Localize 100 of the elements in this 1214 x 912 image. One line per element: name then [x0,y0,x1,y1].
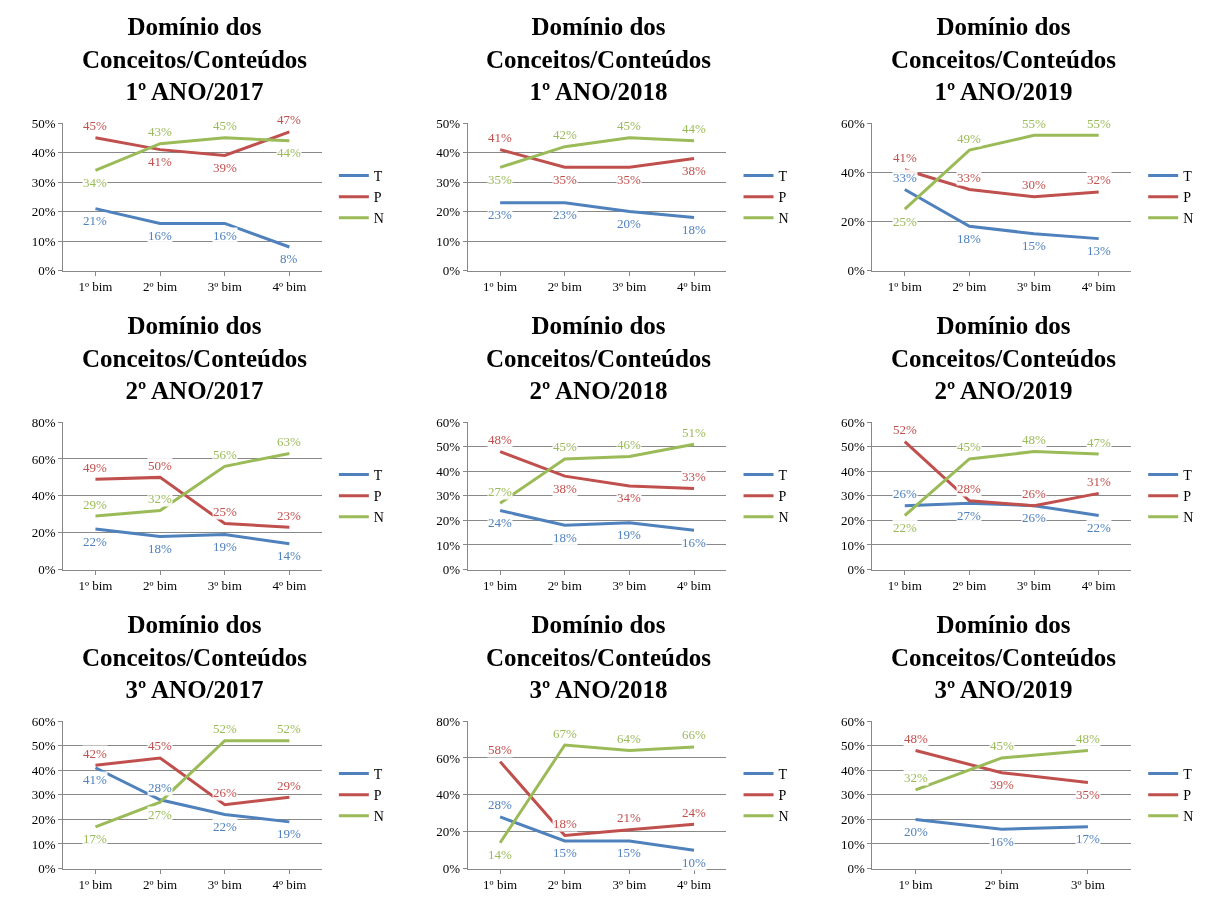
data-label: 16% [682,535,706,550]
data-label: 39% [213,160,237,175]
y-tick-label: 60% [31,451,56,467]
data-label: 48% [1022,432,1046,447]
y-tick-label: 20% [436,204,461,220]
data-label: 42% [83,746,107,761]
x-tick-label: 1º bim [887,279,922,295]
x-tick-label: 2º bim [143,578,178,594]
data-label: 27% [488,484,512,499]
legend-label: N [1183,809,1194,825]
data-label: 35% [617,172,641,187]
data-label: 44% [682,121,706,136]
data-label: 52% [893,422,917,437]
x-tick-label: 4º bim [1081,279,1116,295]
y-tick-label: 0% [38,562,56,578]
data-label: 45% [148,738,172,753]
x-tick-label: 1º bim [483,578,518,594]
data-label: 22% [1087,520,1111,535]
data-label: 15% [553,845,577,860]
y-tick-label: 0% [847,562,866,578]
data-label: 16% [990,834,1014,849]
y-tick-label: 40% [31,145,56,161]
legend-label: P [373,489,382,505]
x-tick-label: 1º bim [887,578,922,594]
data-label: 26% [1022,510,1046,525]
y-tick-label: 60% [31,713,56,729]
data-label: 48% [488,432,512,447]
legend-label: N [778,211,789,227]
y-tick-label: 20% [436,824,461,840]
legend-label: P [1183,190,1192,206]
data-label: 67% [553,726,577,741]
data-label: 52% [213,721,237,736]
legend-label: P [1183,489,1192,505]
data-label: 28% [148,780,172,795]
data-label: 45% [213,118,237,133]
data-label: 32% [148,491,172,506]
y-tick-label: 50% [31,738,56,754]
x-tick-label: 2º bim [984,877,1019,893]
data-label: 21% [617,810,641,825]
data-label: 20% [904,824,928,839]
data-label: 64% [617,731,641,746]
y-tick-label: 50% [31,115,56,131]
legend-label: T [1183,168,1193,184]
data-label: 47% [277,112,301,127]
data-label: 45% [617,118,641,133]
data-label: 24% [682,805,706,820]
x-tick-label: 2º bim [547,279,582,295]
data-label: 66% [682,727,706,742]
y-tick-label: 30% [31,174,56,190]
data-label: 23% [553,207,577,222]
y-tick-label: 20% [841,512,866,528]
data-label: 41% [83,772,107,787]
data-label: 17% [1076,831,1100,846]
x-tick-label: 3º bim [612,578,647,594]
data-label: 16% [148,228,172,243]
y-tick-label: 50% [436,115,461,131]
y-tick-label: 50% [841,738,866,754]
data-label: 23% [488,207,512,222]
data-label: 35% [488,172,512,187]
data-label: 22% [893,520,917,535]
x-tick-label: 1º bim [78,279,113,295]
chart-title: Domínio dos Conceitos/Conteúdos 3º ANO/2019 [891,611,1117,703]
data-label: 15% [1022,238,1046,253]
data-label: 55% [1022,116,1046,131]
data-label: 14% [277,548,301,563]
data-label: 51% [682,425,706,440]
legend-label: T [373,467,383,483]
x-tick-label: 3º bim [1017,279,1052,295]
y-tick-label: 10% [841,836,866,852]
y-tick-label: 20% [841,213,866,229]
x-tick-label: 3º bim [612,877,647,893]
data-label: 45% [83,118,107,133]
x-tick-label: 2º bim [143,877,178,893]
y-tick-label: 20% [31,811,56,827]
chart-title: Domínio dos Conceitos/Conteúdos 3º ANO/2018 [486,611,712,703]
y-tick-label: 0% [442,861,461,877]
x-tick-label: 4º bim [272,279,307,295]
y-tick-label: 10% [436,537,461,553]
data-label: 34% [83,175,107,190]
data-label: 58% [488,742,512,757]
x-tick-label: 3º bim [207,578,242,594]
data-label: 18% [148,541,172,556]
data-label: 45% [553,439,577,454]
x-tick-label: 4º bim [272,578,307,594]
x-tick-label: 3º bim [207,877,242,893]
data-label: 14% [488,847,512,862]
x-tick-label: 3º bim [612,279,647,295]
data-label: 18% [553,816,577,831]
chart-title: Domínio dos Conceitos/Conteúdos 2º ANO/2019 [891,312,1117,404]
y-tick-label: 40% [436,145,461,161]
legend-label: P [373,788,382,804]
y-tick-label: 30% [436,174,461,190]
legend-label: T [778,467,788,483]
data-label: 55% [1087,116,1111,131]
y-tick-label: 0% [38,861,56,877]
data-label: 50% [148,458,172,473]
x-tick-label: 2º bim [547,578,582,594]
chart-title: Domínio dos Conceitos/Conteúdos 1º ANO/2019 [891,13,1117,105]
data-label: 29% [277,778,301,793]
y-tick-label: 60% [436,414,461,430]
